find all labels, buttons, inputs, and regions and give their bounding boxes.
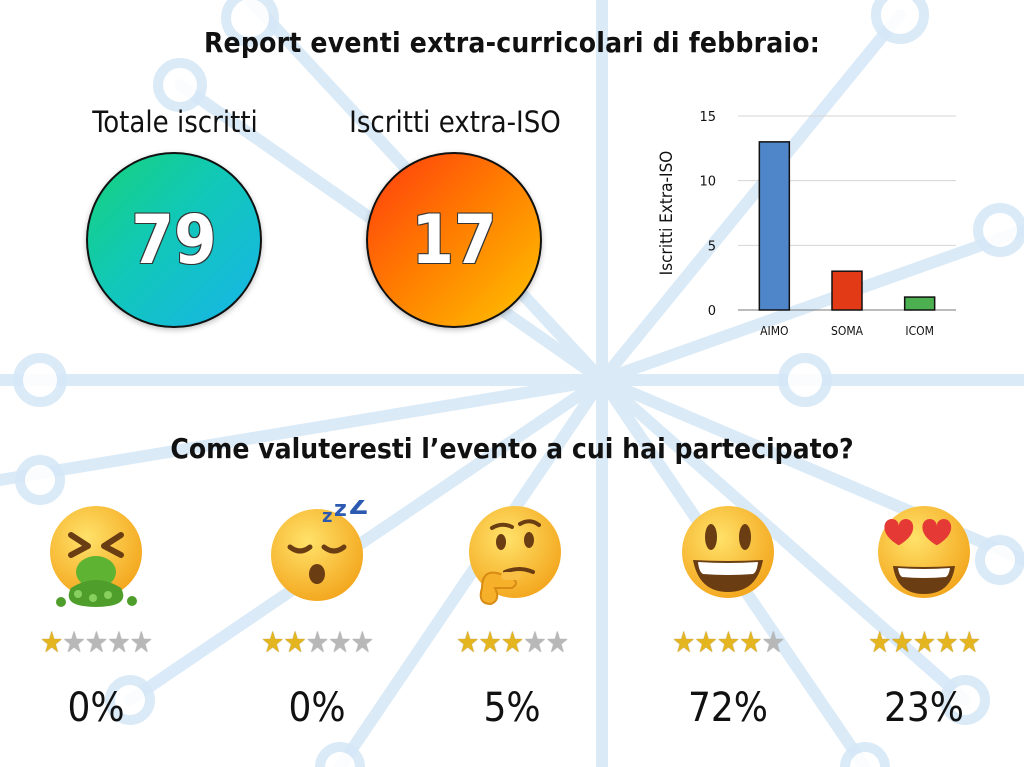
total-enrolled-value: 79 bbox=[131, 200, 217, 280]
rating-percent: 0% bbox=[67, 685, 125, 731]
x-tick-label-icom: ICOM bbox=[905, 324, 934, 338]
rating-3: ★★★★★ 5% bbox=[422, 500, 602, 740]
rating-1: ★★★★★ 0% bbox=[6, 500, 186, 740]
rating-4: ★★★★★ 72% bbox=[638, 500, 818, 740]
rating-stars: ★★★★★ bbox=[672, 625, 785, 659]
svg-text:Z: Z bbox=[349, 500, 368, 521]
x-tick-label-soma: SOMA bbox=[831, 324, 864, 338]
rating-stars: ★★★★★ bbox=[40, 625, 153, 659]
y-tick-label: 5 bbox=[708, 239, 716, 254]
rating-2: z z Z ★★★★★ 0% bbox=[227, 491, 407, 740]
heart-eyes-face-icon bbox=[869, 500, 979, 610]
rating-percent: 23% bbox=[884, 685, 964, 731]
rating-stars: ★★★★★ bbox=[456, 625, 569, 659]
extra-iso-enrolled-value: 17 bbox=[411, 200, 497, 280]
extra-iso-enrolled-label: Iscritti extra-ISO bbox=[349, 105, 561, 139]
rating-percent: 72% bbox=[688, 685, 768, 731]
svg-text:z: z bbox=[334, 500, 347, 522]
bar-icom bbox=[903, 296, 936, 311]
y-tick-label: 0 bbox=[708, 304, 716, 319]
thinking-face-icon bbox=[457, 500, 567, 610]
grinning-face-icon bbox=[673, 500, 783, 610]
y-tick-label: 10 bbox=[699, 175, 716, 190]
extra-iso-enrolled-circle: 17 bbox=[366, 152, 542, 328]
vomiting-face-icon bbox=[41, 500, 151, 610]
report-title: Report eventi extra-curricolari di febbr… bbox=[203, 26, 821, 59]
enrollment-bar-chart: 0 5 10 15 AIMO SOMA ICOM Iscritti Extra-ISO bbox=[657, 110, 956, 338]
rating-5: ★★★★★ 23% bbox=[834, 500, 1014, 740]
y-tick-label: 15 bbox=[699, 110, 716, 125]
rating-percent: 0% bbox=[288, 685, 346, 731]
rating-percent: 5% bbox=[483, 685, 541, 731]
bar-aimo bbox=[758, 141, 791, 311]
rating-stars: ★★★★★ bbox=[261, 625, 374, 659]
y-axis-label: Iscritti Extra-ISO bbox=[657, 151, 677, 276]
survey-question: Come valuteresti l’evento a cui hai part… bbox=[170, 432, 854, 465]
total-enrolled-label: Totale iscritti bbox=[92, 105, 258, 139]
x-tick-label-aimo: AIMO bbox=[760, 324, 788, 338]
svg-text:z: z bbox=[322, 506, 332, 527]
sleeping-face-icon: z z Z bbox=[262, 491, 372, 610]
bar-soma bbox=[831, 270, 863, 311]
total-enrolled-circle: 79 bbox=[86, 152, 262, 328]
rating-stars: ★★★★★ bbox=[868, 625, 981, 659]
